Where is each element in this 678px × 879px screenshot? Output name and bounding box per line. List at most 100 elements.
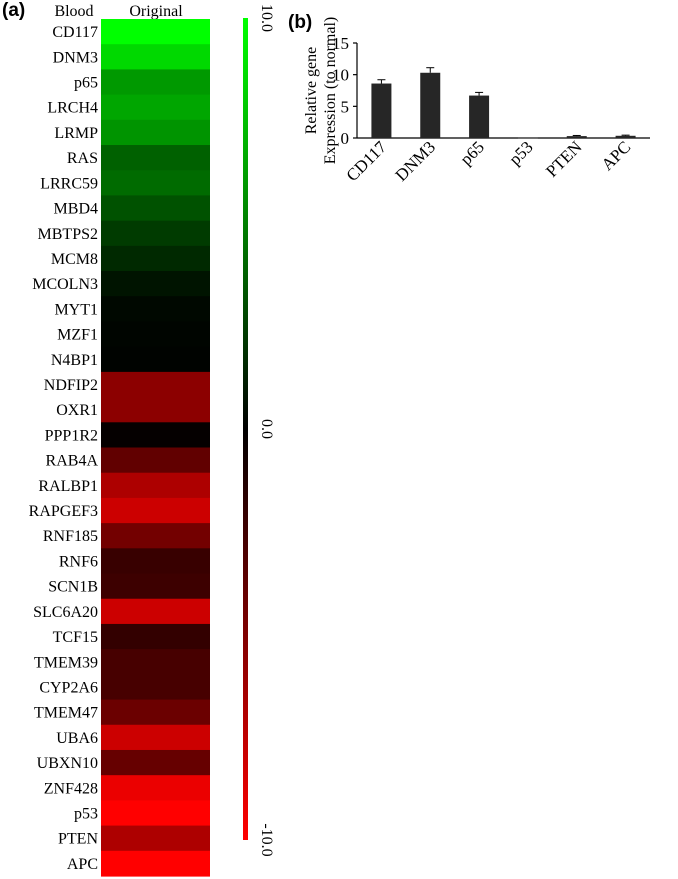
heatmap-row-header: Blood (54, 3, 93, 20)
heatmap-cell (101, 749, 210, 776)
heatmap-row-label: RALBP1 (38, 478, 98, 495)
heatmap-cell (101, 69, 210, 96)
heatmap-cell (101, 850, 210, 877)
heatmap-row-label: RNF6 (59, 553, 98, 570)
heatmap-cell (101, 674, 210, 701)
heatmap-row-labels: CD117 DNM3 p65 LRCH4 LRMP RAS LRRC59 MBD4 MBTPS2… (29, 24, 99, 873)
bar-chart-xtick-label: APC (598, 137, 635, 174)
heatmap-cell (101, 346, 210, 373)
heatmap-cell (101, 623, 210, 650)
heatmap-row-label: N4BP1 (51, 352, 98, 369)
bar-chart-ytick-label: 0 (341, 129, 350, 148)
panel-a-label: (a) (2, 0, 26, 21)
colorbar-ticks: 10.0 0.0 -10.0 (258, 4, 275, 857)
heatmap-cell (101, 598, 210, 625)
bar (517, 137, 538, 139)
heatmap-row-label: DNM3 (53, 49, 98, 66)
colorbar-tick-label: -10.0 (258, 823, 275, 856)
heatmap-row-label: MBD4 (54, 201, 98, 218)
bar (420, 72, 441, 138)
heatmap-row-label: TMEM39 (34, 654, 98, 671)
bar-chart-ylabel: Relative gene Expression (to normal) (303, 17, 339, 165)
heatmap-row-label: MCM8 (51, 251, 98, 268)
heatmap-cell (101, 271, 210, 297)
bar (371, 83, 392, 138)
heatmap-row-label: PTEN (58, 831, 98, 848)
bar-chart-ytick-label: 15 (332, 34, 349, 53)
bar-chart-xlabels: CD117 DNM3 p65 p53 PTEN APC (343, 137, 635, 185)
heatmap-cell (101, 800, 210, 827)
heatmap-cell (101, 472, 210, 499)
bar-chart: Relative gene Expression (to normal) 0 5 10… (303, 17, 650, 185)
heatmap-row-label: MYT1 (54, 301, 98, 318)
bar-chart-ytick-label: 5 (341, 97, 350, 116)
bar (615, 135, 636, 138)
heatmap-cell (101, 573, 210, 600)
heatmap-cell (101, 195, 210, 222)
heatmap-row-label: NDFIP2 (44, 377, 98, 394)
heatmap-row-label: LRMP (54, 125, 98, 142)
bar (566, 136, 587, 138)
heatmap-cell (101, 145, 210, 171)
bar-chart-xtick-label: PTEN (542, 137, 585, 180)
panel-b-label: (b) (288, 12, 313, 33)
bar-chart-ylabel-line: Expression (to normal) (322, 17, 339, 165)
heatmap-row-label: MZF1 (57, 327, 98, 344)
heatmap-cell (101, 371, 210, 398)
heatmap-row-label: LRCH4 (47, 100, 98, 117)
heatmap-row-label: PPP1R2 (45, 427, 98, 444)
bar-chart-yticks: 0 5 10 15 (332, 34, 357, 148)
heatmap-cell (101, 523, 210, 549)
colorbar-tick-label: 10.0 (258, 4, 275, 32)
heatmap-cell (101, 397, 210, 423)
heatmap-cell (101, 775, 210, 801)
bar-chart-xtick-label: DNM3 (392, 137, 439, 184)
heatmap-cell (101, 94, 210, 121)
heatmap-cell (101, 19, 210, 45)
heatmap-row-label: RAB4A (46, 453, 99, 470)
heatmap-row-label: CYP2A6 (39, 679, 98, 696)
heatmap-column-header: Original (129, 3, 183, 20)
heatmap: Blood Original CD117 DNM3 p65 LRCH4 LRMP RAS L… (29, 3, 210, 877)
heatmap-cell (101, 170, 210, 197)
bar-chart-ylabel-line: Relative gene (303, 47, 320, 135)
bar-chart-xtick-label: CD117 (343, 137, 391, 185)
heatmap-cell (101, 220, 210, 247)
colorbar-gradient (243, 18, 248, 840)
heatmap-row-label: TCF15 (53, 629, 98, 646)
heatmap-row-label: ZNF428 (44, 780, 98, 797)
heatmap-cell (101, 724, 210, 751)
heatmap-row-label: UBXN10 (37, 755, 98, 772)
heatmap-row-label: RAPGEF3 (29, 503, 98, 520)
heatmap-row-label: MBTPS2 (38, 226, 98, 243)
heatmap-cell (101, 699, 210, 726)
heatmap-row-label: p53 (74, 805, 98, 822)
heatmap-row-label: RAS (67, 150, 98, 167)
bar-chart-bars (371, 67, 636, 139)
heatmap-row-label: SCN1B (48, 579, 98, 596)
heatmap-row-label: MCOLN3 (32, 276, 98, 293)
heatmap-cell (101, 422, 210, 449)
heatmap-row-label: RNF185 (43, 528, 98, 545)
colorbar: 10.0 0.0 -10.0 (243, 4, 275, 857)
heatmap-cell (101, 548, 210, 575)
heatmap-row-label: APC (67, 856, 98, 873)
heatmap-cell (101, 321, 210, 348)
heatmap-row-label: p65 (74, 75, 98, 92)
heatmap-cell (101, 44, 210, 71)
heatmap-row-label: OXR1 (56, 402, 98, 419)
colorbar-tick-label: 0.0 (258, 419, 275, 439)
heatmap-row-label: LRRC59 (40, 175, 98, 192)
heatmap-row-label: TMEM47 (34, 705, 98, 722)
heatmap-cell (101, 447, 210, 474)
bar-chart-ytick-label: 10 (332, 66, 349, 85)
heatmap-row-label: UBA6 (56, 730, 98, 747)
bar-chart-xtick-label: p65 (456, 137, 487, 168)
heatmap-row-label: SLC6A20 (33, 604, 98, 621)
heatmap-row-label: CD117 (52, 24, 98, 41)
heatmap-cell (101, 296, 210, 323)
heatmap-cell (101, 119, 210, 146)
bar-chart-axes (356, 43, 650, 139)
heatmap-cells (101, 19, 210, 877)
heatmap-cell (101, 649, 210, 675)
